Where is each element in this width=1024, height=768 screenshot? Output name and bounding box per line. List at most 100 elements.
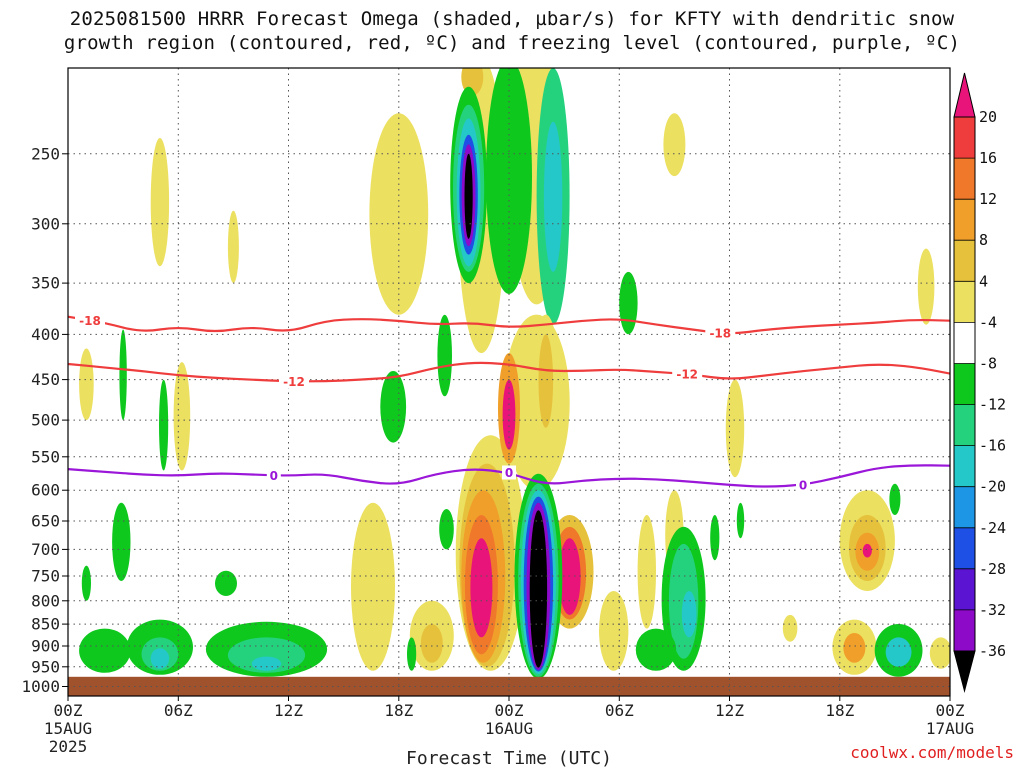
- omega-shaded-region: [929, 637, 950, 669]
- chart-title-line-1: 2025081500 HRRR Forecast Omega (shaded, …: [69, 8, 955, 30]
- y-tick-label: 600: [31, 481, 60, 500]
- omega-shaded-region: [79, 628, 131, 673]
- omega-shaded-region: [635, 628, 677, 671]
- colorbar-tick-label: -28: [979, 560, 1006, 578]
- colorbar-bin: [954, 117, 975, 159]
- x-tick-label: 18Z: [825, 701, 854, 720]
- x-date-label: 2025: [49, 737, 88, 756]
- colorbar-tick-label: 4: [979, 272, 988, 290]
- x-date-label: 15AUG: [44, 719, 92, 738]
- x-tick-label: 06Z: [605, 701, 634, 720]
- omega-shaded-region: [439, 509, 454, 550]
- omega-shaded-region: [173, 362, 191, 471]
- contour-label-bg: [672, 367, 703, 382]
- colorbar-tick-label: -8: [979, 355, 997, 373]
- x-tick-label: 00Z: [936, 701, 965, 720]
- x-tick-label: 12Z: [274, 701, 303, 720]
- x-tick-label: 00Z: [54, 701, 83, 720]
- omega-shaded-region: [889, 483, 901, 515]
- x-date-label: 17AUG: [926, 719, 974, 738]
- contour-label: -12: [283, 375, 305, 389]
- x-tick-label: 00Z: [495, 701, 524, 720]
- omega-shaded-region: [407, 637, 417, 671]
- colorbar-tick-label: -20: [979, 478, 1006, 496]
- colorbar-bin: [954, 527, 975, 570]
- omega-shaded-region: [369, 113, 429, 315]
- colorbar-bin: [954, 158, 975, 200]
- colorbar-bin: [954, 486, 975, 529]
- omega-shaded-region: [112, 502, 131, 581]
- omega-shaded-region: [599, 591, 629, 671]
- colorbar-bin: [954, 568, 975, 611]
- colorbar-bin: [954, 281, 975, 323]
- y-tick-label: 800: [31, 591, 60, 610]
- omega-shaded-region: [663, 113, 686, 177]
- contour-label-bg: [279, 374, 309, 389]
- omega-shaded-region: [79, 348, 94, 421]
- colorbar-bin: [954, 199, 975, 241]
- contour-label: -18: [709, 327, 731, 341]
- x-date-label: 16AUG: [485, 719, 533, 738]
- credit-text: coolwx.com/models: [850, 743, 1014, 762]
- y-tick-label: 500: [31, 411, 60, 430]
- omega-shaded-region: [251, 656, 282, 671]
- colorbar-tick-label: 20: [979, 108, 997, 126]
- colorbar-bin: [954, 404, 975, 447]
- colorbar-top-arrow: [953, 72, 976, 118]
- x-axis-label: Forecast Time (UTC): [406, 748, 612, 768]
- y-tick-label: 550: [31, 447, 60, 466]
- colorbar-tick-label: 12: [979, 190, 997, 208]
- contour-label-bg: [705, 326, 736, 341]
- contour-label-bg: [502, 465, 516, 480]
- contour-label: 0: [270, 469, 278, 483]
- chart-title-line-2: growth region (contoured, red, ºC) and f…: [63, 32, 961, 54]
- y-axis: 250 300 350 400 450 500 550 600 650 700 750 800 850 9…: [21, 144, 68, 696]
- omega-shaded-region: [227, 210, 239, 283]
- contour-line: [68, 315, 950, 335]
- colorbar-bin: [954, 363, 975, 406]
- omega-shading-layer: [79, 68, 950, 679]
- omega-shaded-region: [637, 515, 656, 629]
- x-tick-label: 12Z: [715, 701, 744, 720]
- colorbar-tick-label: -4: [979, 313, 997, 331]
- omega-shaded-region: [917, 248, 935, 325]
- grid-lines: [67, 68, 951, 696]
- contour-label-layer: -18 -18 -12 -12 0 0 0: [75, 313, 810, 493]
- omega-shaded-region: [437, 314, 453, 397]
- colorbar-bottom-arrow: [953, 650, 976, 693]
- colorbar-tick-label: -12: [979, 396, 1006, 414]
- omega-shaded-region: [486, 68, 532, 294]
- colorbar-bin: [954, 445, 975, 488]
- colorbar-tick-label: 8: [979, 231, 988, 249]
- contour-label: -12: [676, 368, 698, 382]
- omega-shaded-region: [81, 565, 91, 601]
- omega-shaded-region: [619, 271, 638, 335]
- omega-shaded-region: [215, 570, 237, 597]
- x-tick-label: 18Z: [384, 701, 413, 720]
- x-tick-label: 06Z: [164, 701, 193, 720]
- colorbar-tick-label: -24: [979, 519, 1006, 537]
- omega-shaded-region: [351, 502, 395, 671]
- y-tick-label: 650: [31, 512, 60, 531]
- colorbar-bin: [954, 609, 975, 652]
- contour-label-bg: [75, 313, 105, 328]
- omega-shaded-region: [543, 121, 563, 272]
- omega-shaded-region: [150, 138, 170, 267]
- omega-shaded-region: [159, 379, 169, 471]
- contour-line: [68, 361, 950, 383]
- contour-line: [68, 464, 950, 488]
- colorbar-tick-label: -32: [979, 601, 1006, 619]
- colorbar-tick-label: -36: [979, 642, 1006, 660]
- contour-label: 0: [799, 479, 807, 493]
- omega-shaded-region: [885, 637, 912, 667]
- x-axis: 00Z 06Z 12Z 18Z 00Z 06Z 12Z 18Z 00Z15AUG202516AU…: [44, 696, 974, 756]
- y-tick-label: 450: [31, 370, 60, 389]
- omega-shaded-region: [782, 614, 798, 642]
- contour-label-bg: [796, 478, 810, 492]
- y-tick-label: 700: [31, 540, 60, 559]
- omega-shaded-region: [862, 543, 872, 558]
- omega-shaded-region: [538, 334, 554, 428]
- omega-shaded-region: [681, 591, 697, 638]
- contour-label: 0: [505, 466, 513, 480]
